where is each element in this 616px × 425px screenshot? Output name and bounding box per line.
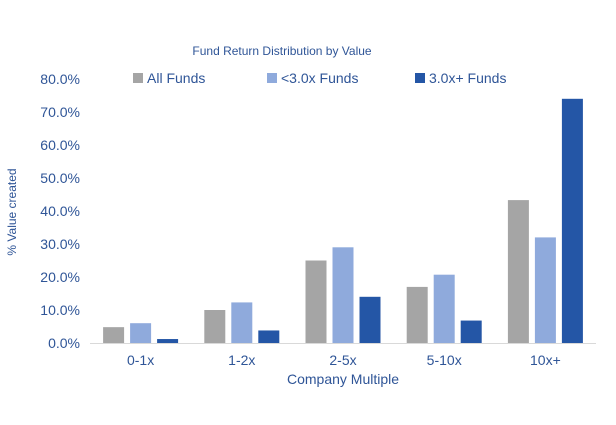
bar <box>507 200 529 343</box>
legend-swatch <box>133 73 143 83</box>
y-tick-label: 70.0% <box>40 104 80 120</box>
x-axis-title: Company Multiple <box>287 371 399 387</box>
x-tick-label: 5-10x <box>427 352 462 368</box>
chart-title: Fund Return Distribution by Value <box>192 44 372 58</box>
legend-label: <3.0x Funds <box>281 70 358 86</box>
x-axis: 0-1x 1-2x 2-5x 5-10x 10x+ <box>90 343 596 368</box>
x-tick-label: 2-5x <box>329 352 356 368</box>
bar <box>204 310 226 343</box>
legend-swatch <box>267 73 277 83</box>
y-tick-label: 60.0% <box>40 137 80 153</box>
bar <box>460 320 482 343</box>
y-tick-label: 20.0% <box>40 269 80 285</box>
y-tick-label: 50.0% <box>40 170 80 186</box>
bar <box>103 327 125 343</box>
y-tick-label: 10.0% <box>40 302 80 318</box>
bar <box>130 323 152 343</box>
y-axis-title: % Value created <box>5 168 19 255</box>
bar <box>406 286 428 343</box>
legend-label: 3.0x+ Funds <box>429 70 506 86</box>
bar <box>258 330 280 343</box>
bar <box>305 260 327 343</box>
y-tick-label: 30.0% <box>40 236 80 252</box>
bar <box>561 98 583 343</box>
bar <box>433 274 455 343</box>
legend-label: All Funds <box>147 70 205 86</box>
y-tick-label: 80.0% <box>40 71 80 87</box>
x-tick-label: 10x+ <box>530 352 561 368</box>
bar <box>534 237 556 343</box>
bar <box>157 339 179 343</box>
chart-legend: All Funds <3.0x Funds 3.0x+ Funds <box>133 70 506 86</box>
y-axis: 0.0% 10.0% 20.0% 30.0% 40.0% 50.0% 60.0% 70.0% 8… <box>40 71 80 351</box>
bar <box>231 302 253 343</box>
legend-swatch <box>415 73 425 83</box>
y-tick-label: 0.0% <box>48 335 80 351</box>
y-tick-label: 40.0% <box>40 203 80 219</box>
x-tick-label: 1-2x <box>228 352 255 368</box>
bar <box>332 247 354 343</box>
bar <box>359 296 381 343</box>
plot-area <box>103 98 583 343</box>
x-tick-label: 0-1x <box>127 352 154 368</box>
